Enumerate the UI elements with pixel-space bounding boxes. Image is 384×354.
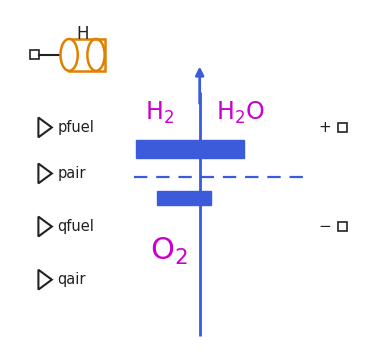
Text: pfuel: pfuel bbox=[58, 120, 94, 135]
Text: pair: pair bbox=[58, 166, 86, 181]
Bar bbox=[338, 222, 347, 231]
Text: H$_2$: H$_2$ bbox=[145, 100, 174, 126]
Text: qair: qair bbox=[58, 272, 86, 287]
Text: H$_2$O: H$_2$O bbox=[216, 100, 264, 126]
Text: −: − bbox=[319, 219, 331, 234]
Ellipse shape bbox=[61, 39, 78, 71]
Bar bbox=[136, 140, 244, 158]
Text: H: H bbox=[76, 25, 89, 42]
Bar bbox=[157, 191, 211, 205]
Bar bbox=[338, 123, 347, 132]
Text: O$_2$: O$_2$ bbox=[150, 236, 188, 267]
Bar bbox=[69, 39, 104, 71]
Text: qfuel: qfuel bbox=[58, 219, 94, 234]
Text: +: + bbox=[319, 120, 331, 135]
Bar bbox=[30, 50, 39, 59]
